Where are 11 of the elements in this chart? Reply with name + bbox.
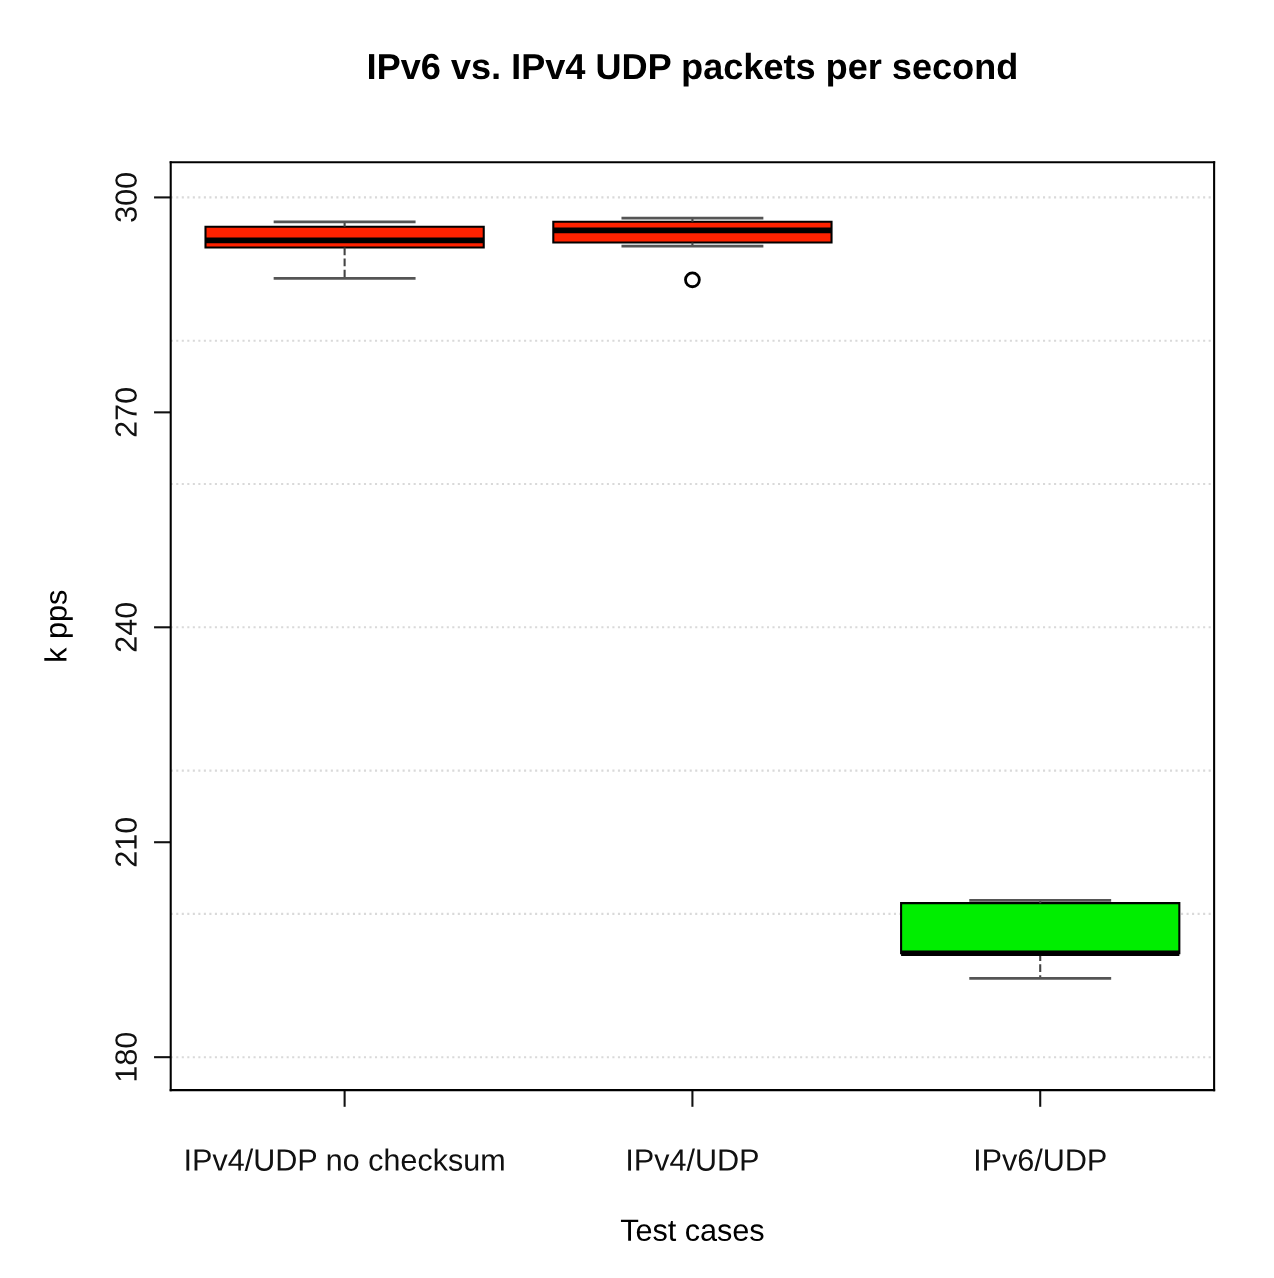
chart-title: IPv6 vs. IPv4 UDP packets per second — [369, 52, 1016, 87]
y-tick-label: 270 — [115, 388, 137, 437]
y-tick-label: 240 — [115, 603, 137, 652]
y-tick-label: 300 — [115, 173, 137, 222]
x-tick-label: IPv4/UDP — [628, 1148, 758, 1171]
y-axis-title: k pps — [44, 590, 73, 661]
x-axis-title: Test cases — [620, 1219, 764, 1242]
x-tick-label: IPv4/UDP no checksum — [186, 1148, 504, 1171]
x-tick-label: IPv6/UDP — [975, 1148, 1106, 1171]
y-tick-label: 210 — [115, 817, 137, 867]
y-tick-label: 180 — [115, 1032, 137, 1081]
